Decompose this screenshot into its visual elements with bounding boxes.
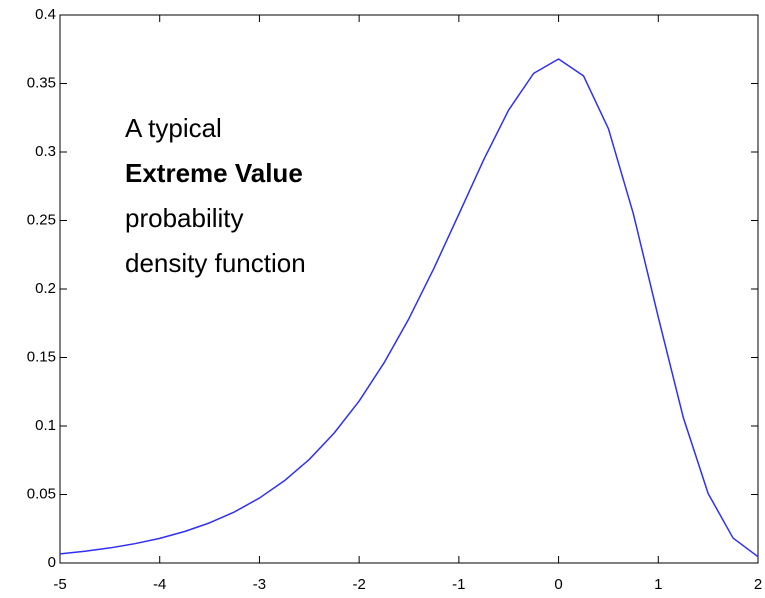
x-tick-label: -4 bbox=[153, 576, 166, 593]
x-tick-label: -3 bbox=[253, 576, 266, 593]
x-tick-label: 0 bbox=[554, 576, 562, 593]
data-line bbox=[59, 58, 759, 558]
annotation: probability bbox=[125, 203, 244, 233]
y-tick-label: 0.35 bbox=[27, 74, 56, 91]
y-tick-label: 0.2 bbox=[35, 280, 56, 297]
x-tick-label: -5 bbox=[53, 576, 66, 593]
y-tick-label: 0.4 bbox=[35, 6, 56, 23]
x-tick-label: -1 bbox=[452, 576, 465, 593]
x-tick-label: -2 bbox=[352, 576, 365, 593]
x-tick-label: 2 bbox=[754, 576, 762, 593]
y-tick-label: 0 bbox=[48, 554, 56, 571]
y-tick-label: 0.25 bbox=[27, 211, 56, 228]
annotation: A typical bbox=[125, 113, 222, 143]
y-tick-label: 0.15 bbox=[27, 348, 56, 365]
annotation: density function bbox=[125, 248, 306, 278]
y-tick-label: 0.05 bbox=[27, 485, 56, 502]
x-tick-label: 1 bbox=[654, 576, 662, 593]
annotation: Extreme Value bbox=[125, 158, 303, 188]
y-tick-label: 0.1 bbox=[35, 417, 56, 434]
plot-frame bbox=[59, 14, 759, 564]
y-tick-label: 0.3 bbox=[35, 143, 56, 160]
